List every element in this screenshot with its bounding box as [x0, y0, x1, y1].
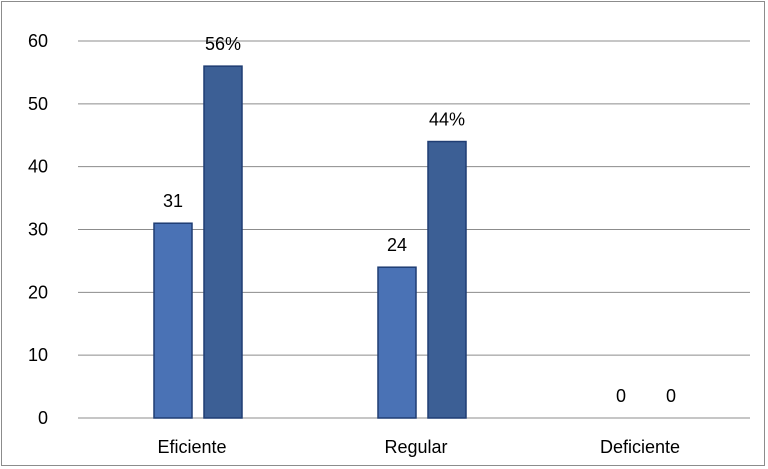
data-label: 56%: [205, 34, 241, 54]
bar: [427, 140, 467, 419]
bar: [153, 222, 193, 419]
bar: [377, 266, 417, 419]
y-tick-label: 0: [38, 408, 48, 428]
data-label: 0: [666, 386, 676, 406]
category-label: Eficiente: [157, 437, 226, 457]
y-tick-label: 10: [28, 345, 48, 365]
y-tick-label: 40: [28, 157, 48, 177]
data-label: 31: [163, 191, 183, 211]
category-label: Regular: [384, 437, 447, 457]
data-label: 44%: [429, 110, 465, 130]
data-label: 24: [387, 235, 407, 255]
y-tick-label: 20: [28, 282, 48, 302]
bar: [203, 65, 243, 419]
category-label: Deficiente: [600, 437, 680, 457]
data-label: 0: [616, 386, 626, 406]
y-tick-label: 60: [28, 31, 48, 51]
y-tick-label: 50: [28, 94, 48, 114]
y-tick-label: 30: [28, 220, 48, 240]
